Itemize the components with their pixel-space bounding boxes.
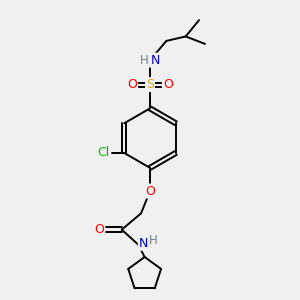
Text: H: H bbox=[140, 54, 149, 67]
Text: Cl: Cl bbox=[97, 146, 110, 160]
Text: H: H bbox=[149, 234, 158, 247]
Text: O: O bbox=[163, 78, 173, 91]
Text: S: S bbox=[146, 78, 154, 91]
Text: N: N bbox=[139, 237, 148, 250]
Text: N: N bbox=[151, 54, 160, 67]
Text: O: O bbox=[145, 184, 155, 197]
Text: O: O bbox=[127, 78, 137, 91]
Text: O: O bbox=[94, 223, 104, 236]
